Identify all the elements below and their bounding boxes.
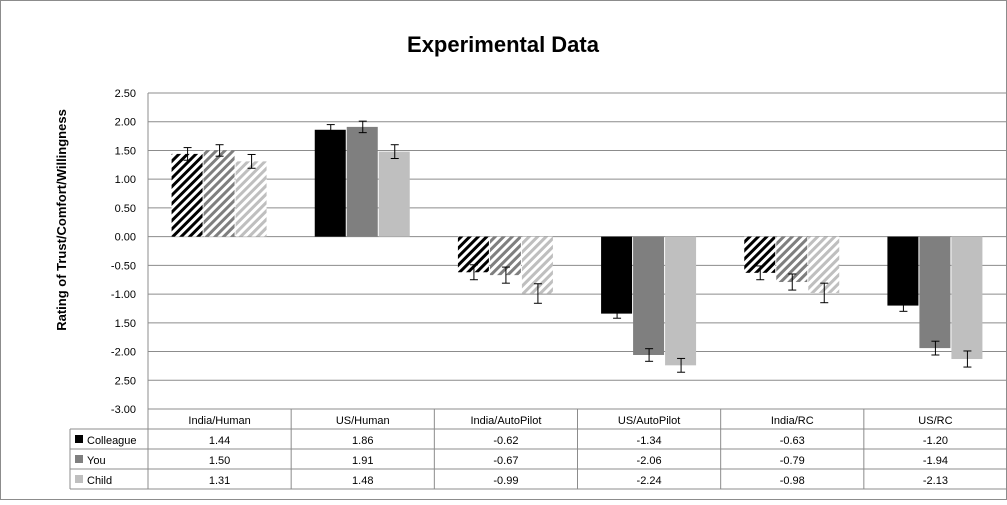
error-bar	[677, 357, 686, 373]
bars	[171, 126, 983, 366]
legend-label: Colleague	[87, 435, 137, 447]
y-tick-label: -1.00	[111, 289, 136, 301]
data-label: 1.50	[209, 455, 230, 467]
y-tick-label: 0.50	[115, 203, 136, 215]
gridlines	[147, 92, 1007, 410]
data-label: -1.94	[923, 455, 948, 467]
y-tick-label: 1.50	[115, 145, 136, 157]
data-label: -0.79	[780, 455, 805, 467]
error-bar	[788, 273, 797, 291]
bar	[887, 236, 919, 306]
data-label: -2.24	[637, 475, 662, 487]
legend-swatch	[75, 455, 83, 463]
legend-label: Child	[87, 475, 112, 487]
error-bar	[963, 350, 972, 368]
category-label: US/AutoPilot	[618, 415, 680, 427]
data-label: 1.31	[209, 475, 230, 487]
y-tick-label: -2.00	[111, 347, 136, 359]
y-tick-label: 1.00	[115, 174, 136, 186]
bar	[489, 236, 521, 276]
y-axis-label: Rating of Trust/Comfort/Willingness	[54, 109, 69, 331]
legend-swatch	[75, 435, 83, 443]
bar	[346, 126, 378, 237]
y-tick-label: 2.50	[115, 88, 136, 100]
data-label: -2.06	[637, 455, 662, 467]
bar	[601, 236, 633, 314]
bar	[633, 236, 665, 355]
data-label: -1.20	[923, 435, 948, 447]
bar	[203, 150, 235, 237]
category-label: India/Human	[188, 415, 250, 427]
error-bar	[215, 144, 224, 157]
data-label: -0.67	[493, 455, 518, 467]
y-tick-label: -0.50	[111, 260, 136, 272]
error-bar	[358, 120, 367, 134]
y-tick-labels: 2.50 2.00 1.50 1.00 0.50 0.00 -0.50 -1.00 1.50 -2…	[111, 88, 136, 416]
y-tick-label: -3.00	[111, 404, 136, 416]
data-label: 1.48	[352, 475, 373, 487]
error-bar	[820, 282, 829, 304]
error-bar	[931, 340, 940, 356]
error-bar	[899, 299, 908, 312]
error-bar	[756, 265, 765, 281]
data-label: 1.44	[209, 435, 230, 447]
data-label: 1.86	[352, 435, 373, 447]
y-tick-label: 1.50	[115, 318, 136, 330]
data-label: -0.98	[780, 475, 805, 487]
category-label: US/Human	[336, 415, 390, 427]
data-label: 1.91	[352, 455, 373, 467]
category-label: India/AutoPilot	[470, 415, 541, 427]
legend-swatch	[75, 475, 83, 483]
data-label: -0.99	[493, 475, 518, 487]
y-tick-label: 0.00	[115, 232, 136, 244]
legend-label: You	[87, 455, 106, 467]
error-bar	[613, 308, 622, 319]
data-label: -2.13	[923, 475, 948, 487]
error-bar	[247, 153, 256, 169]
data-label: -1.34	[637, 435, 662, 447]
error-bars	[183, 120, 972, 373]
data-table: India/Human US/Human India/AutoPilot US/Aut…	[69, 408, 1007, 490]
bar	[665, 236, 697, 366]
error-bar	[645, 348, 654, 362]
y-tick-label: 2.50	[115, 375, 136, 387]
category-label: India/RC	[771, 415, 814, 427]
error-bar	[469, 264, 478, 281]
bar	[171, 153, 203, 237]
bar	[378, 151, 410, 237]
bar	[951, 236, 983, 360]
error-bar	[501, 266, 510, 284]
chart-title: Experimental Data	[407, 32, 600, 57]
bar	[919, 236, 951, 349]
data-label: -0.63	[780, 435, 805, 447]
bar	[235, 161, 267, 237]
bar	[314, 129, 346, 237]
error-bar	[326, 124, 335, 136]
y-tick-label: 2.00	[115, 117, 136, 129]
error-bar	[390, 144, 399, 159]
error-bar	[533, 283, 542, 304]
category-label: US/RC	[918, 415, 952, 427]
error-bar	[183, 147, 192, 161]
data-label: -0.62	[493, 435, 518, 447]
